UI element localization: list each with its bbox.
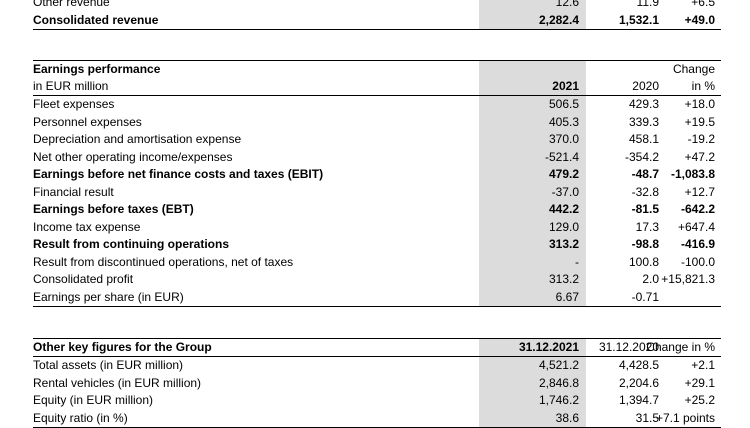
earnings-table: Earnings performance Change in EUR milli…: [33, 60, 721, 307]
row-label: Financial result: [33, 184, 114, 202]
highlight-column-2021: [479, 61, 586, 78]
value-2021: 2,846.8: [479, 375, 579, 393]
value-2021: 38.6: [479, 410, 579, 428]
revenue-table: Other revenue 12.6 11.9 +6.5 Consolidate…: [33, 0, 721, 30]
value-2021: 313.2: [479, 236, 579, 254]
row-label: Result from continuing operations: [33, 236, 229, 254]
row-label: Result from discontinued operations, net…: [33, 254, 293, 272]
section-title-row: Earnings performance Change: [33, 60, 721, 78]
header-2021: 2021: [479, 78, 579, 95]
row-label: Equity ratio (in %): [33, 410, 128, 428]
section-title: Other key figures for the Group: [33, 339, 212, 356]
value-change: +29.1: [645, 375, 715, 393]
row-label: Depreciation and amortisation expense: [33, 131, 241, 149]
section-subtitle: in EUR million: [33, 78, 108, 95]
header-row: Other key figures for the Group 31.12.20…: [33, 338, 721, 357]
header-change: Change in %: [633, 339, 715, 356]
table-row: Earnings before net finance costs and ta…: [33, 166, 721, 184]
value-2021: 2,282.4: [479, 12, 579, 30]
row-label: Consolidated profit: [33, 271, 133, 289]
row-label: Consolidated revenue: [33, 12, 158, 30]
value-2021: 1,746.2: [479, 392, 579, 410]
value-change: +7.1 points: [645, 410, 715, 428]
table-row: Earnings per share (in EUR) 6.67-0.71: [33, 289, 721, 308]
value-2021: 313.2: [479, 271, 579, 289]
value-2021: 370.0: [479, 131, 579, 149]
header-row: in EUR million 2021 2020 in %: [33, 78, 721, 96]
row-label: Rental vehicles (in EUR million): [33, 375, 201, 393]
table-row: Earnings before taxes (EBT)442.2-81.5-64…: [33, 201, 721, 219]
table-row: Financial result-37.0-32.8+12.7: [33, 184, 721, 202]
header-change-1: Change: [645, 61, 715, 78]
value-change: +2.1: [645, 357, 715, 375]
value-change: -642.2: [645, 201, 715, 219]
value-2020: -0.71: [579, 289, 659, 307]
table-row: Result from discontinued operations, net…: [33, 254, 721, 272]
value-2021: 442.2: [479, 201, 579, 219]
row-label: Other revenue: [33, 0, 110, 12]
row-label: Personnel expenses: [33, 114, 142, 132]
value-2021: 129.0: [479, 219, 579, 237]
value-2021: -: [479, 254, 579, 272]
value-2021: 12.6: [479, 0, 579, 12]
value-2021: 506.5: [479, 96, 579, 114]
row-label: Income tax expense: [33, 219, 140, 237]
value-change: -416.9: [645, 236, 715, 254]
value-change: +25.2: [645, 392, 715, 410]
row-label: Earnings before taxes (EBT): [33, 201, 194, 219]
table-row: Other revenue 12.6 11.9 +6.5: [33, 0, 721, 12]
row-label: Net other operating income/expenses: [33, 149, 232, 167]
value-2021: 479.2: [479, 166, 579, 184]
value-change: +47.2: [645, 149, 715, 167]
table-row: Depreciation and amortisation expense 370…: [33, 131, 721, 149]
table-row: Consolidated revenue 2,282.4 1,532.1 +49…: [33, 12, 721, 31]
value-change: +6.5: [645, 0, 715, 12]
value-2021: 4,521.2: [479, 357, 579, 375]
row-label: Earnings per share (in EUR): [33, 289, 184, 307]
value-change: +19.5: [645, 114, 715, 132]
value-2021: 6.67: [479, 289, 579, 307]
value-change: +647.4: [645, 219, 715, 237]
header-2021: 31.12.2021: [479, 339, 579, 356]
keyfigures-table: Other key figures for the Group 31.12.20…: [33, 338, 721, 428]
value-change: -1,083.8: [645, 166, 715, 184]
value-change: -19.2: [645, 131, 715, 149]
header-change-2: in %: [645, 78, 715, 95]
value-change: +15,821.3: [645, 271, 715, 289]
value-change: +18.0: [645, 96, 715, 114]
value-2021: -37.0: [479, 184, 579, 202]
row-label: Equity (in EUR million): [33, 392, 153, 410]
value-change: +49.0: [645, 12, 715, 30]
value-2021: -521.4: [479, 149, 579, 167]
value-change: +12.7: [645, 184, 715, 202]
row-label: Earnings before net finance costs and ta…: [33, 166, 323, 184]
row-label: Total assets (in EUR million): [33, 357, 183, 375]
row-label: Fleet expenses: [33, 96, 114, 114]
value-change: -100.0: [645, 254, 715, 272]
table-row: Net other operating income/expenses -521.…: [33, 149, 721, 167]
value-2021: 405.3: [479, 114, 579, 132]
section-title: Earnings performance: [33, 61, 160, 78]
